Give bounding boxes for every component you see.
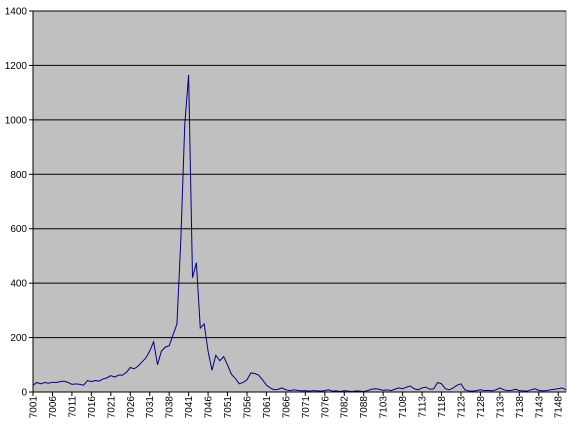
plot-area xyxy=(32,10,567,393)
x-tick-label: 7031 xyxy=(145,396,156,419)
x-tick-label: 7138 xyxy=(515,396,526,419)
x-tick-label: 7088 xyxy=(359,396,370,419)
x-tick-label: 7128 xyxy=(476,396,487,419)
x-tick-label: 7108 xyxy=(398,396,409,419)
x-tick-label: 7038 xyxy=(165,396,176,419)
x-tick-label: 7071 xyxy=(301,396,312,419)
x-tick-label: 7061 xyxy=(262,396,273,419)
x-tick-label: 7143 xyxy=(534,396,545,419)
x-tick-label: 7001 xyxy=(29,396,40,419)
x-tick-label: 7046 xyxy=(204,396,215,419)
x-tick-label: 7051 xyxy=(223,396,234,419)
x-tick-label: 7026 xyxy=(126,396,137,419)
y-tick-label: 400 xyxy=(10,279,27,290)
x-tick-label: 7082 xyxy=(340,396,351,419)
x-tick-label: 7133 xyxy=(495,396,506,419)
x-tick-label: 7118 xyxy=(437,396,448,418)
y-tick-label: 200 xyxy=(10,333,27,344)
x-tick-label: 7056 xyxy=(242,396,253,419)
x-tick-label: 7041 xyxy=(184,396,195,419)
x-tick-label: 7066 xyxy=(281,396,292,419)
x-tick-label: 7076 xyxy=(320,396,331,419)
y-tick-label: 600 xyxy=(10,224,27,235)
y-tick-label: 1200 xyxy=(5,61,28,72)
y-tick-label: 0 xyxy=(21,388,27,399)
data-line xyxy=(32,74,567,392)
x-tick-label: 7011 xyxy=(67,396,78,418)
y-tick-label: 1000 xyxy=(5,115,28,126)
x-tick-label: 7148 xyxy=(554,396,565,419)
x-tick-label: 7123 xyxy=(456,396,467,419)
x-tick-label: 7016 xyxy=(87,396,98,419)
x-tick-label: 7021 xyxy=(106,396,117,419)
x-tick-label: 7113 xyxy=(418,396,429,418)
y-tick-label: 1400 xyxy=(5,7,28,18)
x-tick-label: 7103 xyxy=(379,396,390,419)
x-tick-label: 7006 xyxy=(48,396,59,419)
y-tick-label: 800 xyxy=(10,170,27,181)
